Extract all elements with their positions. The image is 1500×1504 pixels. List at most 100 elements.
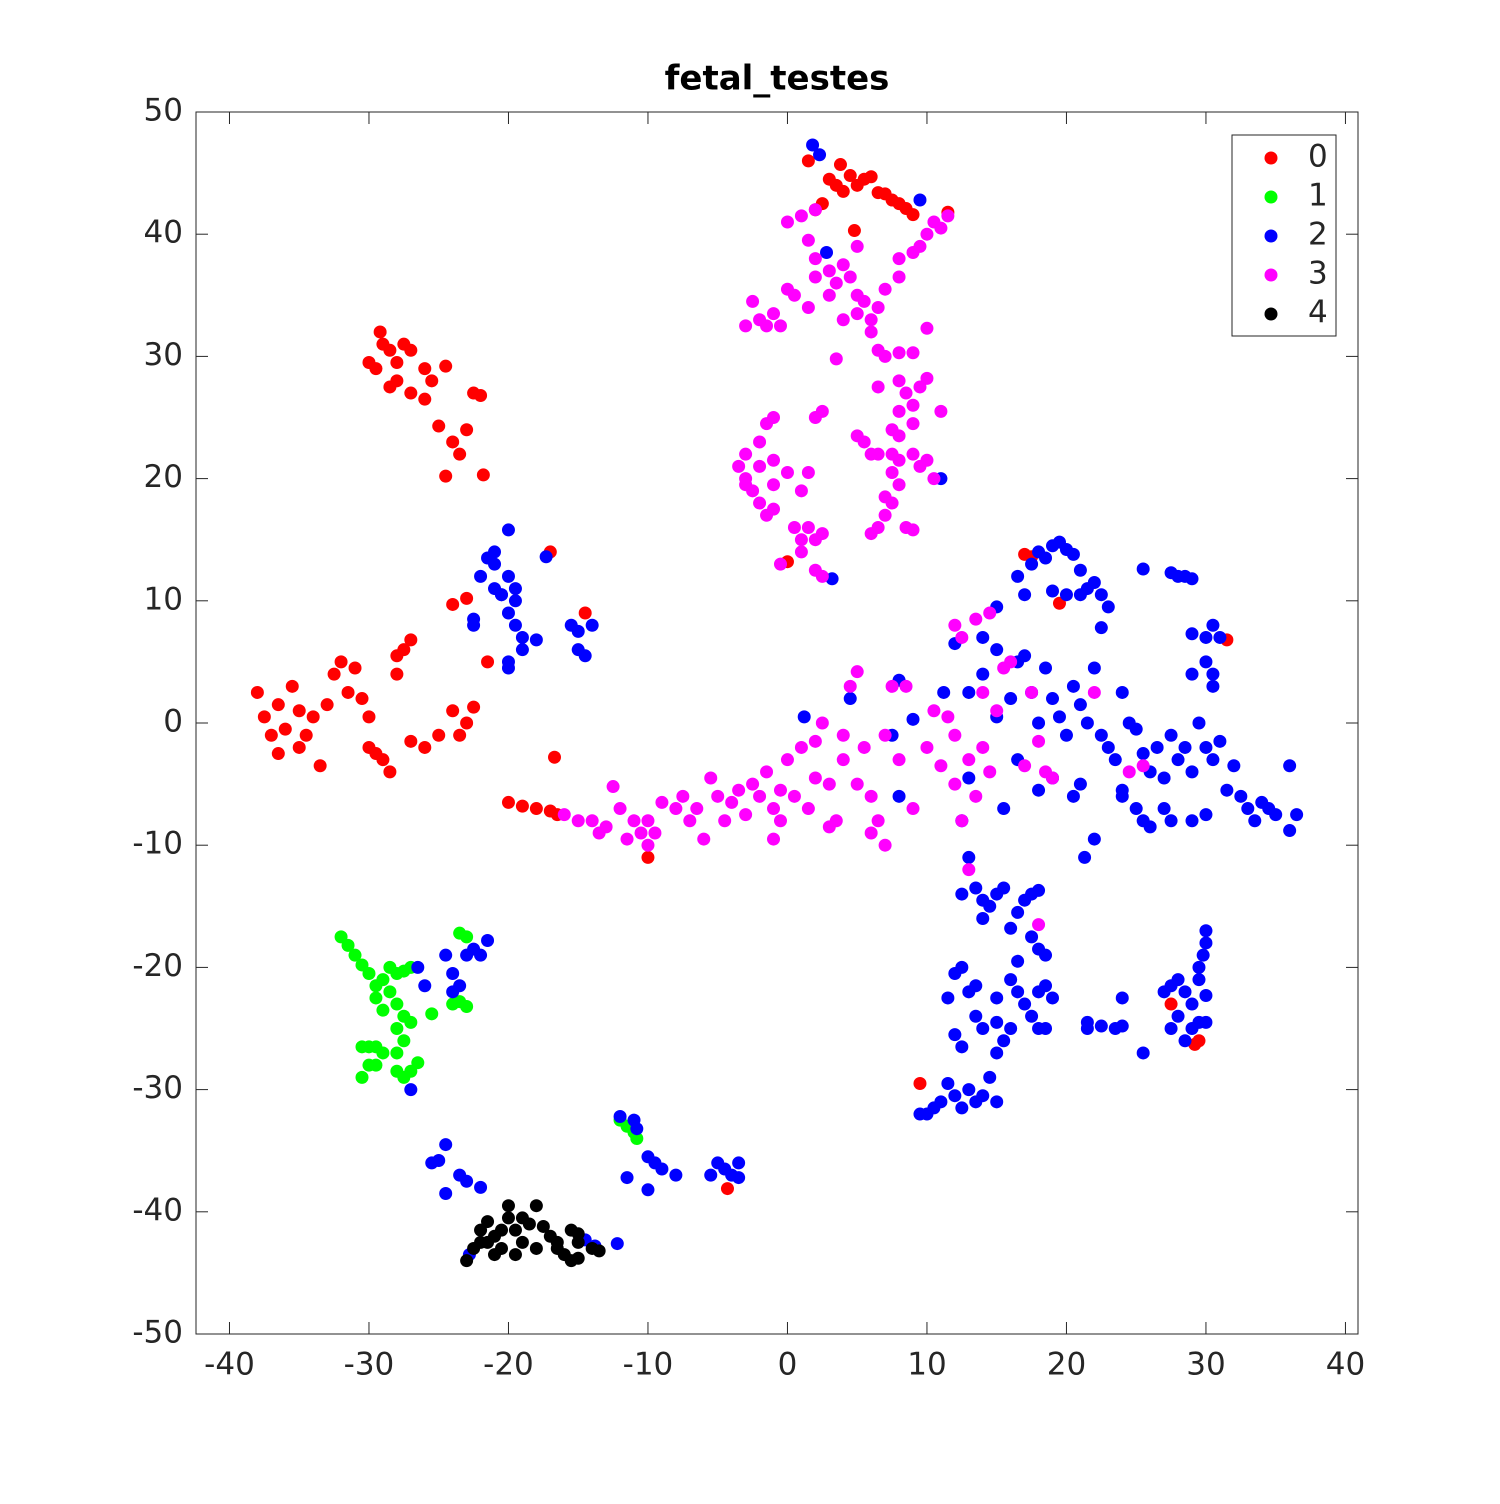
point	[955, 1101, 969, 1115]
point	[1039, 979, 1053, 993]
point	[313, 759, 327, 773]
point	[1199, 936, 1213, 950]
point	[1101, 740, 1115, 754]
point	[529, 1241, 543, 1255]
point	[732, 1156, 746, 1170]
point	[1206, 618, 1220, 632]
point	[962, 850, 976, 864]
point	[439, 948, 453, 962]
point	[906, 417, 920, 431]
point	[1073, 777, 1087, 791]
point	[725, 795, 739, 809]
point	[1025, 1009, 1039, 1023]
point	[892, 404, 906, 418]
point	[627, 814, 641, 828]
point	[941, 991, 955, 1005]
point	[460, 423, 474, 437]
x-tick-label: -30	[344, 1347, 395, 1383]
point	[899, 386, 913, 400]
point	[1157, 802, 1171, 816]
point	[906, 398, 920, 412]
point	[557, 808, 571, 822]
point	[515, 799, 529, 813]
point	[878, 282, 892, 296]
point	[1004, 921, 1018, 935]
legend-marker	[1264, 151, 1278, 165]
point	[1199, 924, 1213, 938]
point	[390, 667, 404, 681]
point	[1073, 698, 1087, 712]
point	[1185, 997, 1199, 1011]
point	[753, 459, 767, 473]
point	[460, 716, 474, 730]
point	[501, 569, 515, 583]
point	[983, 765, 997, 779]
point	[613, 802, 627, 816]
point	[773, 319, 787, 333]
point	[1136, 759, 1150, 773]
point	[369, 1058, 383, 1072]
point	[801, 301, 815, 315]
point	[1241, 802, 1255, 816]
point	[767, 478, 781, 492]
point	[1101, 600, 1115, 614]
point	[1199, 630, 1213, 644]
point	[481, 1235, 495, 1249]
point	[1199, 808, 1213, 822]
point	[892, 478, 906, 492]
point	[920, 227, 934, 241]
legend-marker	[1264, 229, 1278, 243]
point	[976, 667, 990, 681]
point	[1025, 685, 1039, 699]
point	[327, 667, 341, 681]
point	[857, 435, 871, 449]
point	[439, 359, 453, 373]
point	[1283, 759, 1297, 773]
point	[732, 459, 746, 473]
point	[801, 154, 815, 168]
point	[780, 753, 794, 767]
point	[264, 728, 278, 742]
point	[585, 814, 599, 828]
point	[1011, 569, 1025, 583]
point	[501, 661, 515, 675]
point	[850, 777, 864, 791]
point	[613, 1109, 627, 1123]
point	[934, 221, 948, 235]
point	[383, 380, 397, 394]
point	[732, 1171, 746, 1185]
point	[271, 747, 285, 761]
point	[878, 728, 892, 742]
point	[610, 1237, 624, 1251]
x-tick-label: 0	[778, 1347, 798, 1383]
point	[780, 215, 794, 229]
point	[1171, 1009, 1185, 1023]
y-tick-label: -30	[132, 1070, 183, 1106]
point	[432, 1153, 446, 1167]
point	[1078, 850, 1092, 864]
point	[501, 523, 515, 537]
point	[425, 1007, 439, 1021]
point	[348, 661, 362, 675]
point	[704, 1168, 718, 1182]
point	[697, 832, 711, 846]
point	[390, 997, 404, 1011]
point	[822, 264, 836, 278]
point	[920, 371, 934, 385]
x-tick-label: 10	[907, 1347, 946, 1383]
point	[1004, 1022, 1018, 1035]
point	[948, 728, 962, 742]
point	[522, 1217, 536, 1231]
point	[850, 307, 864, 321]
point	[871, 301, 885, 315]
point	[481, 655, 495, 669]
point	[836, 753, 850, 767]
point	[1032, 716, 1046, 730]
point	[1164, 814, 1178, 828]
point	[941, 710, 955, 724]
point	[806, 138, 820, 152]
point	[899, 679, 913, 693]
point	[948, 1028, 962, 1042]
point	[801, 520, 815, 534]
point	[732, 783, 746, 797]
